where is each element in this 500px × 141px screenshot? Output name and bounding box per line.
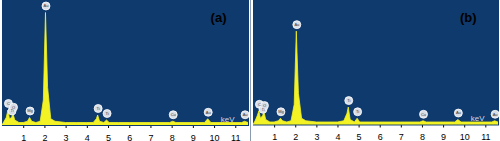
svg-text:6: 6 [127, 133, 132, 141]
svg-text:3: 3 [314, 132, 319, 140]
svg-text:8: 8 [420, 132, 425, 140]
svg-text:7: 7 [399, 132, 404, 140]
svg-text:9: 9 [441, 132, 446, 140]
svg-text:Au: Au [456, 110, 461, 115]
svg-text:Au: Au [44, 3, 49, 8]
svg-text:Mg: Mg [27, 108, 33, 113]
svg-text:Cu: Cu [421, 112, 426, 117]
svg-text:C: C [7, 101, 10, 106]
svg-text:Ti: Ti [97, 106, 100, 111]
svg-text:Ti: Ti [10, 108, 14, 114]
svg-text:8: 8 [170, 133, 175, 141]
svg-text:O: O [263, 103, 266, 108]
svg-text:1: 1 [21, 133, 26, 141]
svg-text:C: C [258, 101, 261, 107]
svg-text:O: O [12, 105, 15, 110]
svg-text:2: 2 [293, 132, 298, 140]
svg-text:Cu: Cu [171, 112, 176, 117]
svg-text:2: 2 [42, 133, 47, 141]
svg-text:Ti: Ti [261, 106, 265, 112]
svg-text:7: 7 [148, 133, 153, 141]
svg-text:keV: keV [221, 115, 235, 124]
svg-text:3: 3 [64, 133, 69, 141]
svg-text:Ti: Ti [356, 109, 359, 114]
svg-text:4: 4 [335, 132, 340, 140]
svg-text:5: 5 [106, 133, 111, 141]
svg-text:Ti: Ti [105, 111, 108, 116]
svg-text:Au: Au [243, 112, 248, 117]
svg-text:11: 11 [231, 133, 240, 141]
svg-text:Mg: Mg [278, 109, 284, 114]
svg-text:(b): (b) [460, 10, 477, 25]
svg-text:Au: Au [206, 110, 211, 115]
svg-text:10: 10 [460, 132, 470, 140]
svg-text:9: 9 [191, 133, 196, 141]
svg-text:10: 10 [210, 133, 220, 141]
svg-text:keV: keV [471, 114, 485, 123]
svg-text:Au: Au [493, 112, 498, 117]
svg-text:1: 1 [272, 132, 277, 140]
svg-text:Ti: Ti [347, 98, 350, 103]
svg-text:11: 11 [481, 132, 490, 140]
svg-text:(a): (a) [211, 10, 227, 25]
svg-text:5: 5 [357, 132, 362, 140]
svg-text:Au: Au [294, 22, 299, 27]
svg-text:4: 4 [85, 133, 90, 141]
svg-text:6: 6 [378, 132, 383, 140]
